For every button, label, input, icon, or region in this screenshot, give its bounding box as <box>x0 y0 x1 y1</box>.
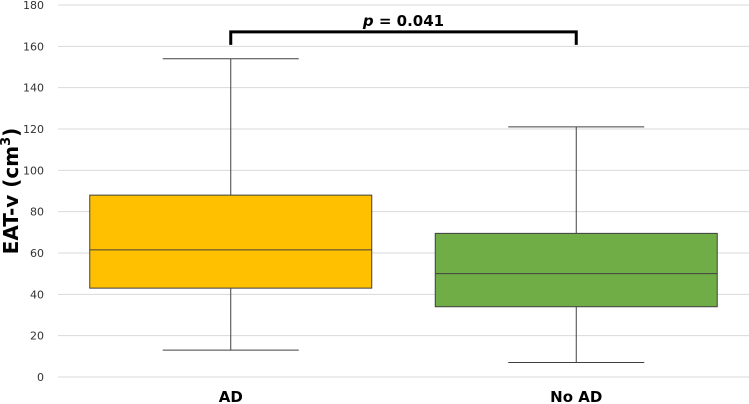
y-tick-label: 80 <box>30 206 44 219</box>
y-tick-label: 0 <box>37 371 44 384</box>
p-symbol: p <box>362 12 374 30</box>
iqr-box <box>89 194 373 289</box>
y-axis-ticks: 0 20 40 60 80 100 120 140 160 180 <box>23 0 44 384</box>
y-axis-title: EAT-v (cm3) <box>0 128 23 255</box>
x-axis-labels: AD No AD <box>219 388 603 404</box>
iqr-box <box>434 232 718 308</box>
boxes <box>89 58 718 364</box>
y-tick-label: 160 <box>23 40 44 53</box>
y-tick-label: 120 <box>23 123 44 136</box>
significance-annotation: p = 0.041 <box>229 12 578 45</box>
y-axis-title-superscript: 3 <box>0 137 14 146</box>
box-group <box>434 126 718 364</box>
significance-bracket <box>229 30 578 45</box>
y-tick-label: 180 <box>23 0 44 12</box>
x-tick-label: AD <box>219 388 243 404</box>
grid-lines <box>58 4 749 378</box>
x-tick-label: No AD <box>550 388 602 404</box>
y-tick-label: 100 <box>23 164 44 177</box>
box-group <box>89 58 373 351</box>
y-axis-title-suffix: ) <box>0 128 23 137</box>
y-tick-label: 60 <box>30 247 44 260</box>
y-axis-title-main: EAT-v (cm <box>0 146 23 254</box>
y-tick-label: 40 <box>30 288 44 301</box>
y-tick-label: 140 <box>23 82 44 95</box>
p-value-label: p = 0.041 <box>362 12 444 30</box>
p-value-text: = 0.041 <box>374 12 444 30</box>
y-tick-label: 20 <box>30 330 44 343</box>
